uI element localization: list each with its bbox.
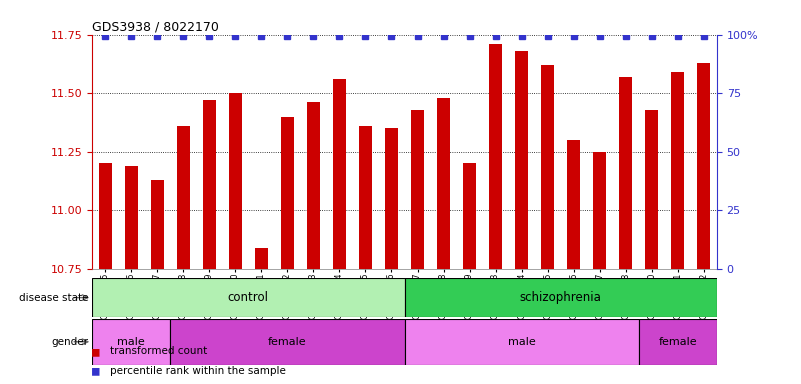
Bar [594,152,606,269]
Bar [171,319,405,365]
Text: transformed count: transformed count [110,346,207,356]
Text: male: male [508,337,536,347]
Text: schizophrenia: schizophrenia [520,291,602,304]
Text: disease state: disease state [18,293,88,303]
Text: female: female [658,337,697,347]
Bar [567,140,580,269]
Bar [99,164,111,269]
Text: ■: ■ [92,345,107,358]
Bar [671,72,684,269]
Bar [463,164,476,269]
Bar [489,44,502,269]
Bar [405,278,717,317]
Bar [698,63,710,269]
Bar [646,109,658,269]
Text: control: control [227,291,269,304]
Bar [151,180,163,269]
Bar [125,166,138,269]
Text: male: male [117,337,145,347]
Text: percentile rank within the sample: percentile rank within the sample [110,366,286,376]
Bar [92,319,171,365]
Text: ■: ■ [92,364,107,377]
Bar [619,77,632,269]
Text: female: female [268,337,307,347]
Text: GDS3938 / 8022170: GDS3938 / 8022170 [92,20,219,33]
Text: gender: gender [51,337,88,347]
Bar [177,126,190,269]
Bar [405,319,639,365]
Bar [307,103,320,269]
Bar [385,128,398,269]
Bar [515,51,528,269]
Bar [411,109,424,269]
Bar [203,100,215,269]
Bar [639,319,717,365]
Bar [437,98,450,269]
Bar [92,278,405,317]
Bar [229,93,242,269]
Bar [281,117,294,269]
Bar [255,248,268,269]
Bar [359,126,372,269]
Bar [541,65,554,269]
Bar [333,79,346,269]
